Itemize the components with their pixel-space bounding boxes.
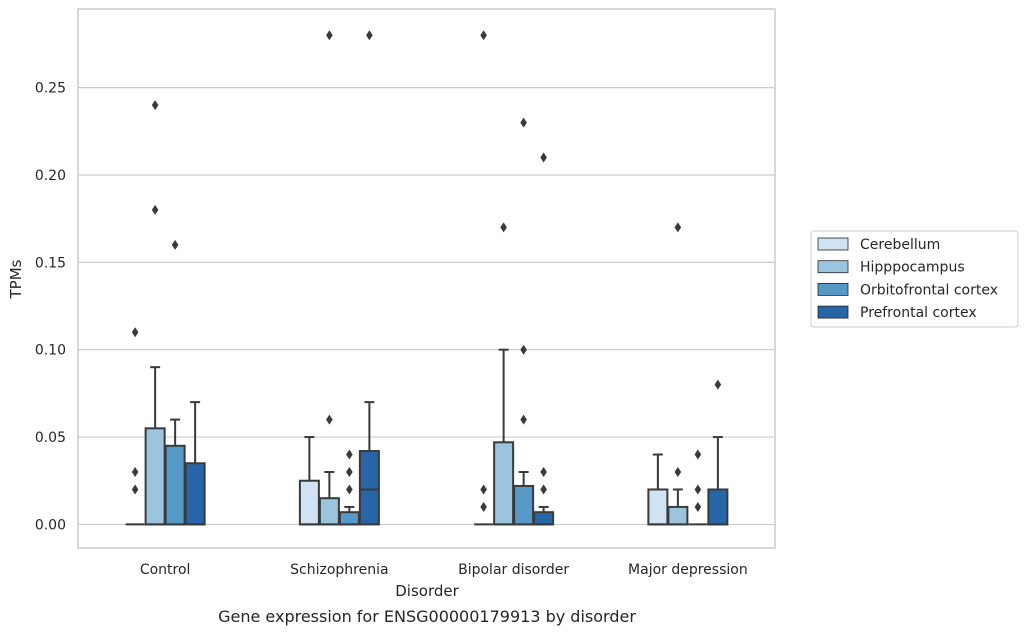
x-tick-label: Schizophrenia — [290, 562, 388, 578]
outlier-point — [540, 466, 547, 477]
y-tick-label: 0.10 — [35, 343, 66, 359]
x-tick-labels: Control Schizophrenia Bipolar disorder Majo… — [140, 562, 748, 578]
legend-label: Orbitofrontal cortex — [860, 282, 998, 298]
outlier-point — [131, 466, 139, 477]
outlier-point — [674, 466, 682, 477]
outlier-point — [480, 501, 487, 512]
box-body — [667, 505, 689, 526]
outlier-point — [694, 501, 702, 512]
outlier-point — [500, 222, 507, 233]
y-tick-label: 0.20 — [35, 168, 66, 184]
outlier-point — [346, 449, 353, 460]
legend: Cerebellum Hipppocampus Orbitofrontal cort… — [810, 230, 1019, 328]
outlier-point — [694, 484, 702, 495]
boxes — [125, 30, 729, 526]
outlier-point — [326, 30, 333, 41]
x-axis-title: Disorder — [395, 582, 459, 600]
outlier-point — [366, 30, 373, 41]
box-body — [298, 479, 320, 526]
box-body — [647, 488, 669, 526]
box-body — [358, 450, 380, 526]
x-tick-label: Bipolar disorder — [458, 562, 569, 578]
box-body — [493, 441, 515, 526]
legend-label: Hipppocampus — [860, 260, 965, 276]
outlier-point — [346, 466, 353, 477]
outlier-point — [131, 484, 139, 495]
x-tick-label: Major depression — [628, 562, 748, 578]
outlier-point — [674, 222, 682, 233]
legend-frame — [810, 230, 1019, 328]
legend-swatch — [817, 305, 849, 319]
chart-caption: Gene expression for ENSG00000179913 by d… — [218, 607, 636, 626]
outlier-point — [520, 117, 527, 128]
outlier-point — [171, 239, 179, 250]
outlier-point — [346, 484, 353, 495]
outlier-point — [694, 449, 702, 460]
outlier-point — [131, 327, 139, 338]
y-tick-label: 0.05 — [35, 430, 66, 446]
y-tick-label: 0.25 — [35, 81, 66, 97]
x-tick-label: Control — [140, 562, 191, 578]
plot-frame — [77, 8, 776, 549]
outlier-point — [480, 484, 487, 495]
outlier-point — [480, 30, 487, 41]
box-body — [513, 484, 535, 526]
y-axis-title: TPMs — [7, 259, 25, 299]
outlier-point — [326, 414, 333, 425]
legend-label: Prefrontal cortex — [860, 305, 977, 321]
outlier-point — [540, 152, 547, 163]
y-tick-labels: 0.00 0.05 0.10 0.15 0.20 0.25 — [35, 81, 66, 534]
box-body — [533, 511, 555, 526]
outlier-point — [540, 484, 547, 495]
y-tick-label: 0.00 — [35, 517, 66, 533]
box-body — [164, 444, 186, 526]
y-tick-label: 0.15 — [35, 255, 66, 271]
box-body — [707, 488, 729, 526]
box-body — [144, 427, 166, 526]
box-body — [184, 462, 206, 526]
outlier-point — [151, 204, 159, 215]
legend-swatch — [817, 260, 849, 274]
legend-label: Cerebellum — [860, 237, 940, 253]
outlier-point — [520, 414, 527, 425]
box-body — [318, 497, 340, 526]
outlier-point — [151, 100, 159, 111]
legend-swatch — [817, 282, 849, 296]
box-body — [338, 511, 360, 526]
outlier-point — [520, 344, 527, 355]
outlier-point — [714, 379, 722, 390]
legend-swatch — [817, 237, 849, 251]
